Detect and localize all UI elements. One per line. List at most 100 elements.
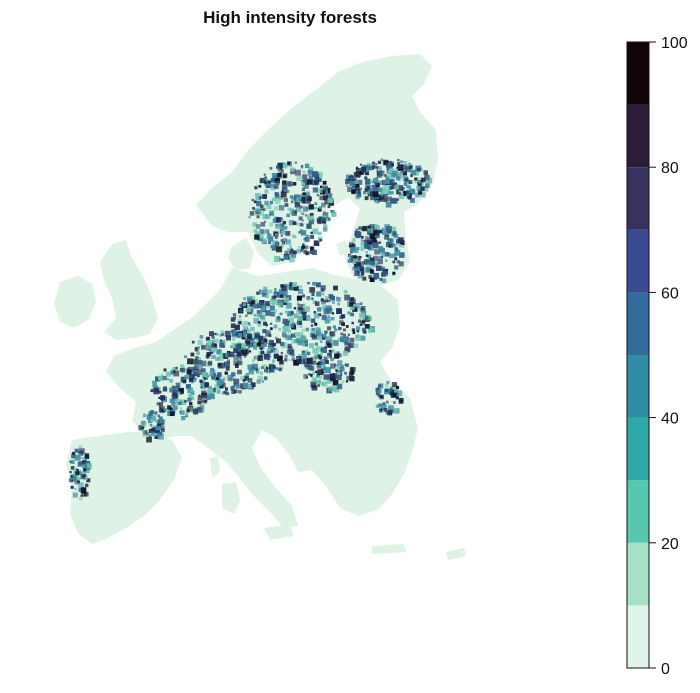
forest-cell [268,339,274,346]
forest-cell [376,262,379,265]
forest-cell [391,243,396,247]
forest-cell [284,190,288,193]
forest-cell [158,390,162,394]
forest-cell [330,331,336,337]
forest-cell [322,293,325,296]
forest-cell [378,168,383,173]
forest-cell [342,350,348,356]
forest-cell [301,187,305,192]
forest-cell [392,410,395,413]
forest-cell [355,168,361,174]
forest-cell [396,198,399,201]
forest-cell [146,414,150,417]
forest-cell [264,339,267,342]
forest-cell [293,250,297,255]
forest-cell [201,399,206,404]
forest-cell [233,378,240,385]
forest-cell [296,197,300,201]
forest-cell [161,423,164,426]
forest-cell [364,196,369,200]
forest-cell [186,369,192,375]
forest-cell [367,228,373,233]
forest-cell [397,164,403,169]
forest-cell [404,180,408,184]
ireland-region [54,276,96,328]
legend-bin-9 [627,42,649,105]
forest-cell [284,203,289,207]
forest-cell [294,199,298,204]
forest-cell [378,229,383,234]
forest-cell [264,352,267,355]
forest-cell [195,369,202,375]
forest-cell [226,362,230,366]
forest-cell [405,179,411,185]
forest-cell [82,470,87,476]
forest-cell [197,339,203,345]
forest-cell [321,217,325,220]
legend-bin-4 [627,355,649,418]
forest-cell [330,316,335,321]
forest-cell [234,324,240,331]
forest-cell [398,190,401,193]
forest-cell [316,291,322,297]
forest-cell [216,349,222,355]
forest-cell [326,193,333,199]
forest-cell [318,206,322,210]
forest-cell [231,333,235,338]
forest-cell [222,376,227,380]
forest-cell [156,430,160,434]
forest-cell [278,367,282,372]
forest-cell [312,300,317,305]
forest-cell [258,343,265,349]
forest-cell [301,303,306,308]
forest-cell [148,419,153,424]
forest-cell [310,356,317,362]
forest-cell [288,358,291,362]
forest-cell [399,160,403,164]
forest-cell [319,238,322,242]
forest-cell [211,339,215,344]
forest-cell [320,298,324,302]
forest-cell [256,338,260,342]
forest-cell [299,285,303,289]
forest-cell [341,322,345,326]
forest-cell [246,333,252,339]
forest-cell [418,183,422,187]
forest-cell [305,327,310,332]
forest-cell [381,266,386,271]
forest-cell [150,419,154,423]
forest-cell [360,243,366,248]
forest-cell [313,240,320,246]
forest-cell [279,258,282,261]
forest-cell [359,187,362,191]
forest-cell [309,287,315,293]
forest-cell [420,192,426,198]
forest-cell [304,245,309,250]
legend-bin-2 [627,480,649,543]
forest-cell [253,200,257,204]
forest-cell [217,363,223,369]
forest-cell [266,329,270,333]
forest-cell [303,200,307,204]
forest-cell [283,294,287,297]
forest-cell [297,319,302,325]
forest-cell [271,245,278,251]
forest-cell [233,347,239,353]
forest-cell [159,416,163,421]
forest-cell [314,301,320,306]
great-britain-region [100,240,158,340]
forest-cell [278,289,284,295]
forest-cell [358,306,363,312]
forest-cell [373,181,379,186]
forest-cell [334,364,337,367]
forest-cell [158,402,163,407]
forest-cell [311,293,315,297]
forest-cell [389,253,394,259]
legend-bin-7 [627,167,649,230]
forest-cell [262,304,266,308]
forest-cell [303,249,308,254]
forest-cell [259,371,263,375]
forest-cell [378,196,384,202]
forest-cell [318,375,323,380]
forest-cell [417,168,421,172]
